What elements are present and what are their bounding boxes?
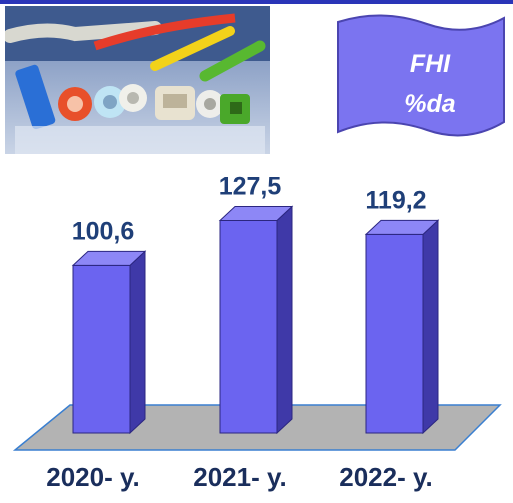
category-labels-group: 2020- y. 2021- y. 2022- y.	[46, 462, 432, 492]
bar-2	[218, 205, 294, 435]
value-label: 119,2	[365, 186, 426, 214]
banner-line-2: %da	[404, 90, 456, 118]
category-label: 2020- y.	[46, 462, 139, 492]
category-label: 2022- y.	[339, 462, 432, 492]
value-labels-group: 100,6 127,5 119,2	[72, 173, 427, 246]
fhi-banner	[337, 14, 505, 137]
bar-top	[364, 219, 440, 235]
bars-group	[71, 205, 440, 435]
bar-1	[71, 250, 147, 435]
banner-line-1: FHI	[409, 50, 451, 78]
bar-top	[218, 206, 294, 221]
bar-3	[364, 219, 440, 435]
bar-side	[422, 219, 439, 435]
category-label: 2021- y.	[193, 462, 286, 492]
bar-top	[71, 250, 147, 266]
bar-side	[276, 205, 293, 435]
bar-front	[365, 233, 424, 434]
value-label: 100,6	[72, 217, 135, 245]
rubber-profiles-photo	[5, 6, 270, 154]
bar-front	[219, 220, 278, 434]
bar-side	[129, 250, 146, 435]
bar-chart: 100,6 127,5 119,2 2020- y. 2021- y. 2022- y.	[12, 173, 502, 492]
value-label: 127,5	[219, 173, 282, 201]
top-accent-rule	[0, 0, 513, 4]
bar-front	[72, 264, 131, 434]
